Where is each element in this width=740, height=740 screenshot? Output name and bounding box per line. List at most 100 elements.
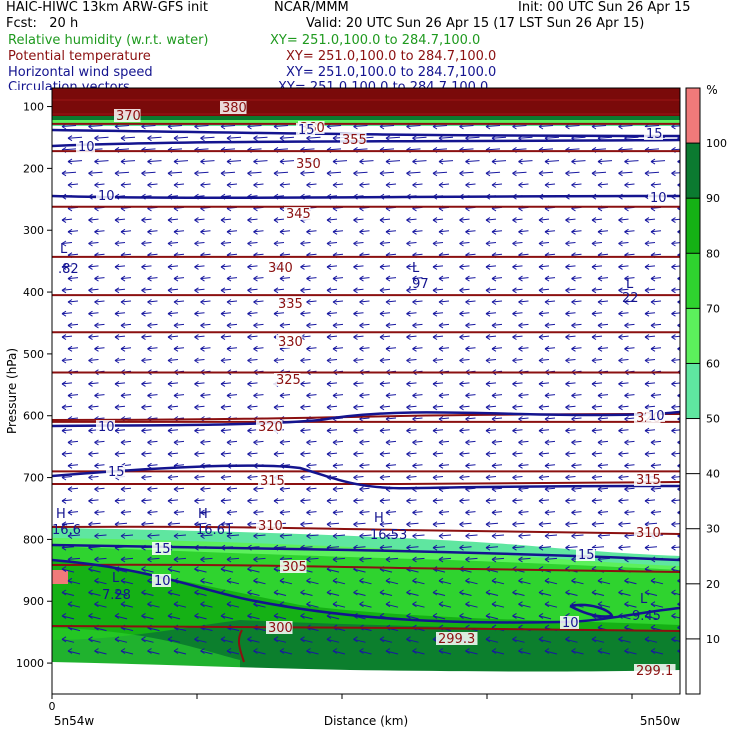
vector-arrow: [167, 148, 183, 151]
vector-arrow: [147, 650, 160, 655]
vector-arrow-head: [591, 310, 597, 317]
vector-arrow-head: [671, 357, 676, 364]
vector-arrow: [465, 183, 476, 186]
vector-arrow: [200, 160, 215, 163]
vector-arrow: [512, 522, 525, 525]
vector-arrow-head: [671, 451, 676, 458]
vector-arrow-head: [438, 439, 444, 446]
vector-arrow: [385, 347, 397, 350]
vector-arrow: [359, 347, 370, 350]
vector-arrow-head: [518, 509, 523, 516]
vector-arrow-head: [332, 322, 338, 329]
wind-label-15-10: 15: [298, 123, 315, 138]
vector-arrow: [512, 405, 523, 408]
vector-arrow-head: [644, 427, 650, 434]
vector-arrow: [650, 464, 662, 467]
vector-arrow-head: [465, 392, 470, 399]
vector-arrow: [279, 580, 293, 585]
vector-arrow-head: [538, 240, 544, 247]
vector-arrow-head: [247, 566, 252, 573]
vector-arrow-head: [300, 357, 305, 364]
vector-arrow-head: [253, 322, 258, 329]
vector-arrow-head: [326, 170, 332, 177]
vector-arrow: [465, 603, 478, 608]
vector-arrow-head: [61, 427, 67, 434]
vector-arrow: [597, 580, 611, 585]
vector-arrow: [141, 592, 154, 596]
vector-arrow-head: [194, 474, 199, 481]
vector-arrow: [459, 452, 470, 455]
vector-arrow-head: [247, 217, 252, 224]
vector-arrow: [88, 218, 99, 221]
vector-arrow: [67, 440, 79, 443]
vector-arrow: [253, 253, 264, 256]
vector-arrow-head: [412, 392, 417, 399]
vector-arrow: [226, 394, 238, 397]
vector-arrow: [88, 568, 101, 573]
vector-arrow-head: [624, 601, 629, 608]
vector-arrow: [565, 546, 578, 549]
vector-arrow: [512, 476, 523, 478]
vector-arrow: [114, 148, 130, 151]
vector-arrow-head: [332, 182, 338, 188]
vector-arrow: [432, 615, 446, 620]
vector-arrow: [677, 418, 680, 420]
vector-arrow-head: [120, 601, 126, 608]
vector-arrow: [571, 534, 584, 537]
vector-arrow: [353, 335, 364, 338]
vector-arrow: [94, 347, 105, 350]
vector-arrow: [167, 429, 179, 432]
vector-arrow: [359, 277, 370, 280]
vector-arrow-head: [247, 451, 252, 458]
vector-arrow-head: [226, 158, 232, 165]
vector-arrow: [353, 405, 364, 408]
vector-arrow: [359, 440, 370, 443]
vector-arrow: [677, 394, 680, 397]
vector-arrow: [194, 125, 209, 127]
vector-arrow-head: [565, 240, 570, 247]
vector-arrow: [67, 580, 81, 585]
vector-arrow-head: [618, 474, 623, 481]
vector-arrow: [114, 452, 126, 455]
vector-arrow-head: [459, 170, 464, 177]
vector-arrow: [591, 218, 603, 221]
vector-arrow-head: [194, 217, 199, 224]
vector-arrow: [253, 534, 266, 537]
wind-label-10-2: 10: [98, 189, 115, 204]
vector-arrow: [147, 160, 162, 163]
vector-arrow: [624, 136, 639, 139]
vector-arrow: [544, 440, 556, 443]
vector-arrow: [459, 429, 470, 432]
vector-arrow: [359, 417, 370, 420]
vector-arrow: [306, 136, 321, 139]
vector-arrow: [120, 394, 132, 397]
vector-arrow-head: [120, 486, 126, 493]
vector-arrow-head: [141, 263, 146, 270]
vector-arrow-head: [518, 275, 523, 282]
vector-arrow: [618, 429, 629, 432]
vector-arrow: [459, 499, 470, 502]
vector-arrow: [247, 242, 258, 244]
vector-arrow: [247, 638, 260, 643]
vector-arrow: [141, 429, 152, 432]
vector-arrow: [491, 580, 505, 585]
vector-arrow-head: [618, 521, 623, 528]
vector-arrow-head: [306, 577, 311, 584]
vector-arrow: [61, 359, 73, 361]
vector-arrow-head: [253, 577, 258, 584]
vector-arrow-head: [459, 612, 464, 619]
vector-arrow-head: [379, 263, 385, 270]
vector-arrow-head: [300, 380, 305, 387]
vector-arrow-head: [406, 240, 411, 247]
vector-arrow: [253, 650, 266, 655]
vector-arrow-head: [173, 345, 179, 352]
vector-arrow-head: [491, 577, 497, 584]
vector-arrow: [412, 417, 423, 420]
vector-arrow: [220, 125, 236, 127]
vector-arrow: [61, 218, 73, 221]
vector-arrow: [512, 312, 523, 315]
vector-arrow: [432, 592, 446, 596]
vector-arrow-head: [459, 404, 464, 411]
vector-arrow-head: [624, 392, 629, 399]
